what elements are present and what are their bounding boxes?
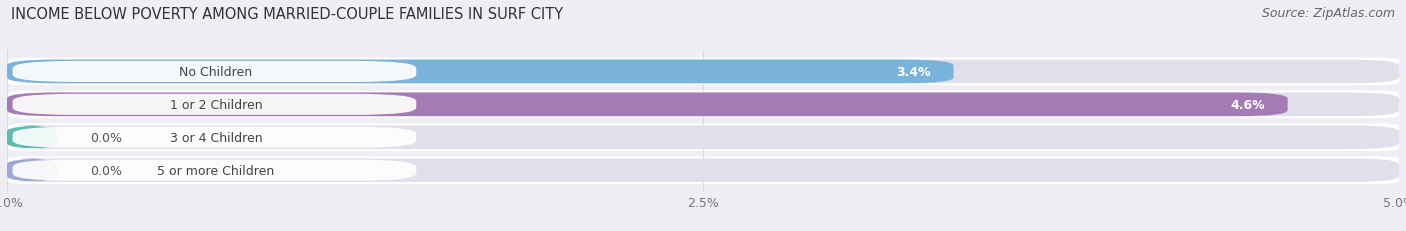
FancyBboxPatch shape (7, 124, 1399, 152)
FancyBboxPatch shape (13, 62, 416, 83)
FancyBboxPatch shape (7, 159, 58, 182)
FancyBboxPatch shape (7, 91, 1399, 119)
FancyBboxPatch shape (7, 159, 1399, 182)
FancyBboxPatch shape (7, 157, 1399, 184)
FancyBboxPatch shape (13, 160, 416, 181)
Text: Source: ZipAtlas.com: Source: ZipAtlas.com (1261, 7, 1395, 20)
Text: No Children: No Children (179, 66, 253, 79)
FancyBboxPatch shape (13, 94, 416, 115)
FancyBboxPatch shape (7, 60, 1399, 84)
FancyBboxPatch shape (7, 126, 1399, 149)
Text: INCOME BELOW POVERTY AMONG MARRIED-COUPLE FAMILIES IN SURF CITY: INCOME BELOW POVERTY AMONG MARRIED-COUPL… (11, 7, 564, 22)
FancyBboxPatch shape (7, 58, 1399, 86)
Text: 0.0%: 0.0% (90, 164, 122, 177)
Text: 3 or 4 Children: 3 or 4 Children (170, 131, 262, 144)
FancyBboxPatch shape (7, 93, 1399, 117)
Text: 4.6%: 4.6% (1230, 98, 1265, 111)
FancyBboxPatch shape (7, 60, 953, 84)
FancyBboxPatch shape (7, 126, 58, 149)
FancyBboxPatch shape (7, 93, 1288, 117)
Text: 1 or 2 Children: 1 or 2 Children (170, 98, 262, 111)
Text: 5 or more Children: 5 or more Children (157, 164, 274, 177)
FancyBboxPatch shape (13, 127, 416, 148)
Text: 0.0%: 0.0% (90, 131, 122, 144)
Text: 3.4%: 3.4% (897, 66, 931, 79)
